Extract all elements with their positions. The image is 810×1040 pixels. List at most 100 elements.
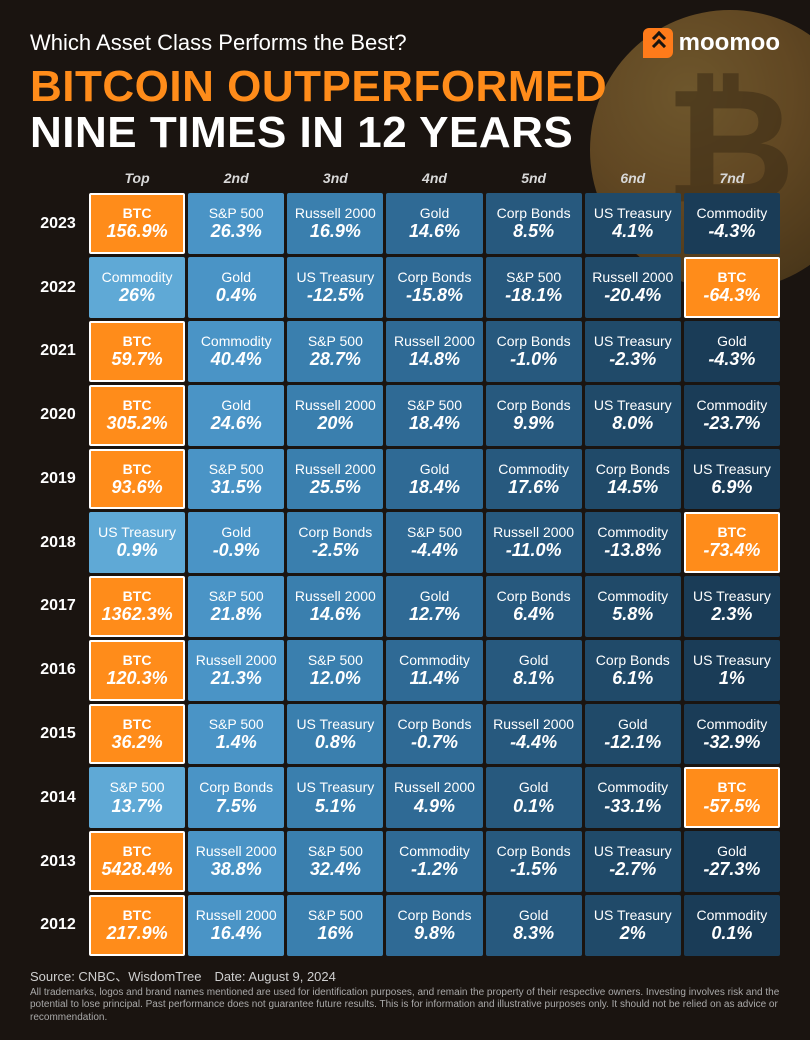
rank-cell: US Treasury2% xyxy=(585,895,681,956)
cell-value: 120.3% xyxy=(107,668,168,689)
cell-asset: BTC xyxy=(123,333,152,349)
year-label: 2023 xyxy=(30,193,86,254)
cell-asset: US Treasury xyxy=(594,205,672,221)
cell-value: -4.4% xyxy=(411,540,458,561)
rank-cell: Russell 200038.8% xyxy=(188,831,284,892)
cell-value: 8.0% xyxy=(612,413,653,434)
cell-asset: Corp Bonds xyxy=(199,779,273,795)
rank-cell: Corp Bonds7.5% xyxy=(188,767,284,828)
cell-value: 0.1% xyxy=(711,923,752,944)
cell-asset: S&P 500 xyxy=(209,588,264,604)
rank-cell: US Treasury0.9% xyxy=(89,512,185,573)
cell-value: 93.6% xyxy=(112,477,163,498)
cell-asset: Commodity xyxy=(697,716,768,732)
cell-asset: Corp Bonds xyxy=(398,716,472,732)
rank-cell: Gold14.6% xyxy=(386,193,482,254)
cell-asset: Gold xyxy=(717,843,747,859)
col-header: 6nd xyxy=(585,170,681,190)
cell-asset: Corp Bonds xyxy=(398,907,472,923)
rank-cell: Corp Bonds-15.8% xyxy=(386,257,482,318)
rank-cell: Gold8.1% xyxy=(486,640,582,701)
rank-cell: Commodity-33.1% xyxy=(585,767,681,828)
rank-cell: S&P 50018.4% xyxy=(386,385,482,446)
btc-cell: BTC156.9% xyxy=(89,193,185,254)
cell-value: 7.5% xyxy=(216,796,257,817)
cell-value: 4.9% xyxy=(414,796,455,817)
cell-asset: S&P 500 xyxy=(506,269,561,285)
cell-asset: Gold xyxy=(519,652,549,668)
cell-asset: S&P 500 xyxy=(308,652,363,668)
cell-value: 8.1% xyxy=(513,668,554,689)
year-label: 2017 xyxy=(30,576,86,637)
cell-value: 13.7% xyxy=(112,796,163,817)
rank-cell: S&P 50031.5% xyxy=(188,449,284,510)
cell-value: 31.5% xyxy=(211,477,262,498)
cell-value: -12.1% xyxy=(604,732,661,753)
headline-accent: BITCOIN OUTPERFORMED xyxy=(30,62,607,111)
cell-asset: Gold xyxy=(221,397,251,413)
cell-asset: Corp Bonds xyxy=(497,843,571,859)
col-header: 3nd xyxy=(287,170,383,190)
year-label: 2012 xyxy=(30,895,86,956)
rank-cell: Commodity0.1% xyxy=(684,895,780,956)
cell-value: 0.1% xyxy=(513,796,554,817)
col-header: 7nd xyxy=(684,170,780,190)
rank-cell: Gold0.4% xyxy=(188,257,284,318)
disclaimer-text: All trademarks, logos and brand names me… xyxy=(30,987,780,1025)
rank-cell: Gold18.4% xyxy=(386,449,482,510)
cell-asset: Commodity xyxy=(697,907,768,923)
cell-value: 26.3% xyxy=(211,221,262,242)
year-label: 2022 xyxy=(30,257,86,318)
cell-asset: Commodity xyxy=(597,588,668,604)
cell-value: -1.0% xyxy=(510,349,557,370)
cell-value: 38.8% xyxy=(211,859,262,880)
rank-cell: Commodity26% xyxy=(89,257,185,318)
cell-asset: S&P 500 xyxy=(308,333,363,349)
cell-value: 18.4% xyxy=(409,477,460,498)
cell-asset: BTC xyxy=(718,524,747,540)
cell-value: 2.3% xyxy=(711,604,752,625)
cell-asset: US Treasury xyxy=(296,779,374,795)
cell-value: -4.4% xyxy=(510,732,557,753)
year-label: 2013 xyxy=(30,831,86,892)
cell-asset: Commodity xyxy=(597,524,668,540)
rank-cell: US Treasury2.3% xyxy=(684,576,780,637)
cell-asset: BTC xyxy=(123,843,152,859)
cell-asset: Commodity xyxy=(201,333,272,349)
cell-value: 0.4% xyxy=(216,285,257,306)
cell-asset: S&P 500 xyxy=(308,843,363,859)
cell-value: 156.9% xyxy=(107,221,168,242)
year-label: 2018 xyxy=(30,512,86,573)
rank-cell: US Treasury8.0% xyxy=(585,385,681,446)
cell-value: -12.5% xyxy=(307,285,364,306)
rank-cell: Gold8.3% xyxy=(486,895,582,956)
rank-cell: Gold-12.1% xyxy=(585,704,681,765)
subtitle: Which Asset Class Performs the Best? xyxy=(30,30,407,56)
cell-value: -4.3% xyxy=(708,349,755,370)
col-header: 4nd xyxy=(386,170,482,190)
cell-asset: Russell 2000 xyxy=(295,397,376,413)
cell-asset: Commodity xyxy=(597,779,668,795)
cell-value: -27.3% xyxy=(703,859,760,880)
cell-value: 12.7% xyxy=(409,604,460,625)
year-label: 2014 xyxy=(30,767,86,828)
cell-asset: US Treasury xyxy=(693,461,771,477)
cell-asset: Gold xyxy=(618,716,648,732)
cell-value: 12.0% xyxy=(310,668,361,689)
btc-cell: BTC-73.4% xyxy=(684,512,780,573)
cell-value: 59.7% xyxy=(112,349,163,370)
rank-cell: S&P 50032.4% xyxy=(287,831,383,892)
ranking-table: Top2nd3nd4nd5nd6nd7nd2023BTC156.9%S&P 50… xyxy=(30,170,780,955)
cell-value: 16.9% xyxy=(310,221,361,242)
cell-asset: BTC xyxy=(123,907,152,923)
rank-cell: S&P 50012.0% xyxy=(287,640,383,701)
rank-cell: Gold12.7% xyxy=(386,576,482,637)
cell-asset: Commodity xyxy=(498,461,569,477)
year-label: 2019 xyxy=(30,449,86,510)
rank-cell: US Treasury5.1% xyxy=(287,767,383,828)
rank-cell: Commodity5.8% xyxy=(585,576,681,637)
cell-value: -0.9% xyxy=(213,540,260,561)
year-label: 2015 xyxy=(30,704,86,765)
cell-asset: Gold xyxy=(420,588,450,604)
cell-asset: Corp Bonds xyxy=(596,652,670,668)
